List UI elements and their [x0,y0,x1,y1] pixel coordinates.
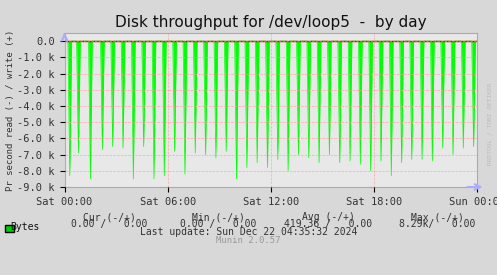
Y-axis label: Pr second read (-) / write (+): Pr second read (-) / write (+) [5,29,14,191]
Text: Bytes: Bytes [10,222,39,232]
Text: Min (-/+): Min (-/+) [192,212,245,222]
Text: 419.36 /   0.00: 419.36 / 0.00 [284,219,372,229]
Text: Munin 2.0.57: Munin 2.0.57 [216,236,281,244]
Text: Last update: Sun Dec 22 04:35:32 2024: Last update: Sun Dec 22 04:35:32 2024 [140,227,357,237]
Text: Cur (-/+): Cur (-/+) [83,212,136,222]
Text: 0.00 /   0.00: 0.00 / 0.00 [71,219,148,229]
Text: 8.29k/   0.00: 8.29k/ 0.00 [399,219,476,229]
Text: RRDTOOL / TOBI OETIKER: RRDTOOL / TOBI OETIKER [487,82,492,165]
Text: Max (-/+): Max (-/+) [411,212,464,222]
Title: Disk throughput for /dev/loop5  -  by day: Disk throughput for /dev/loop5 - by day [115,15,427,31]
Text: 0.00 /   0.00: 0.00 / 0.00 [180,219,257,229]
Text: Avg (-/+): Avg (-/+) [302,212,354,222]
